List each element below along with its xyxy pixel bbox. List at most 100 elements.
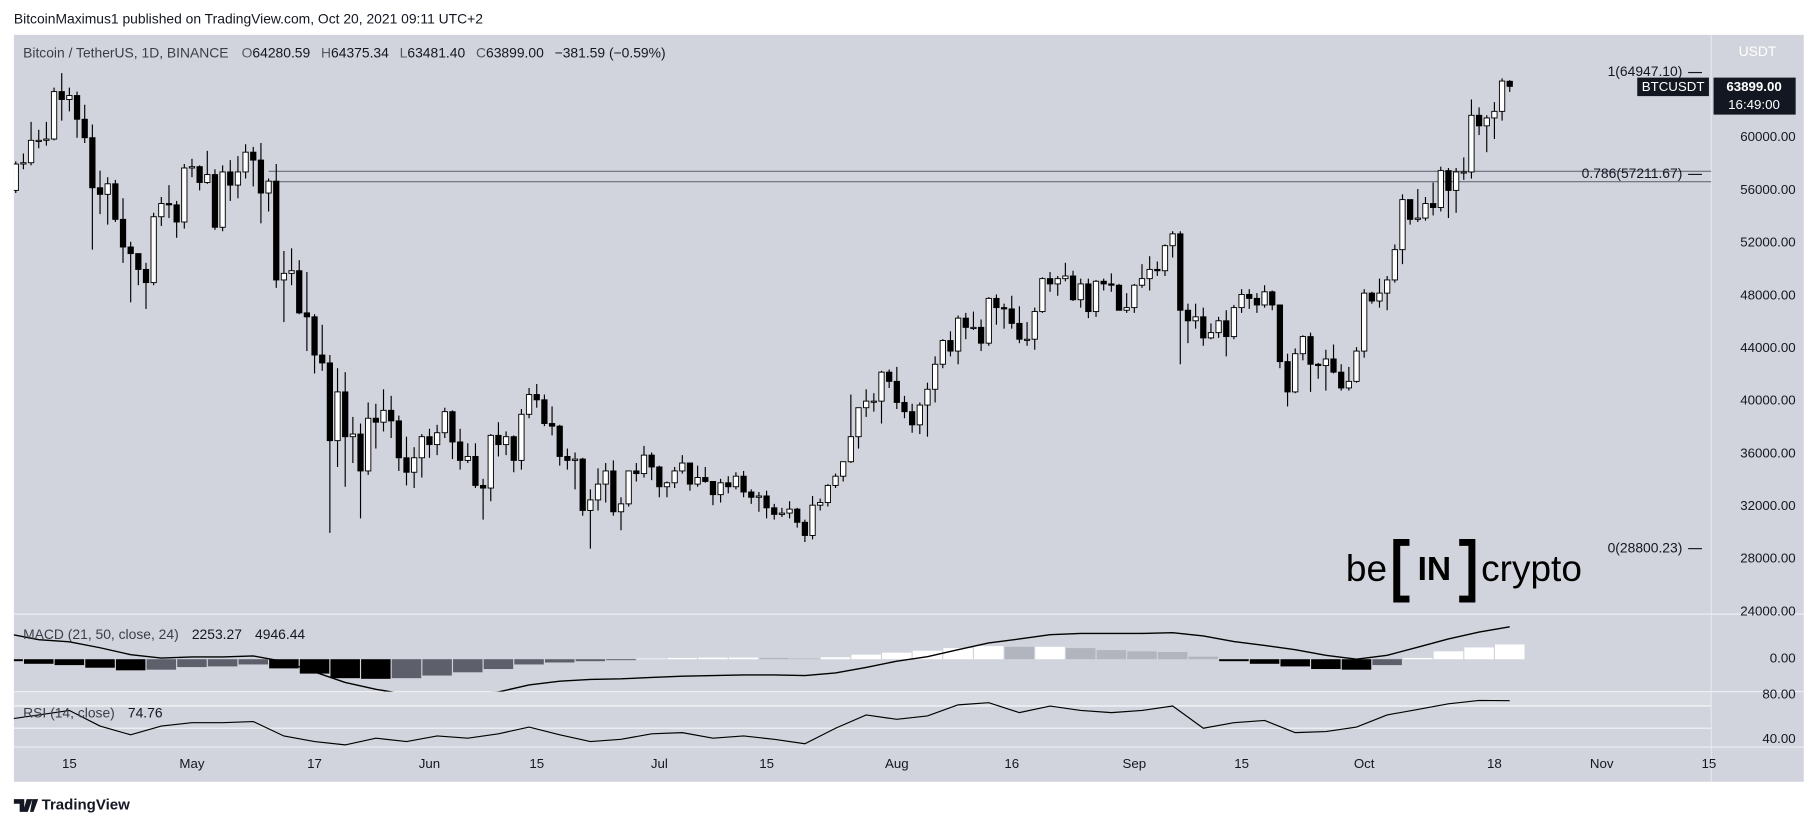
symbol-legend: Bitcoin / TetherUS, 1D, BINANCE O64280.5… [23, 44, 665, 60]
x-tick-label: Nov [1590, 756, 1614, 771]
candle-body [870, 400, 877, 403]
macd-histogram-bar [85, 659, 115, 668]
legend-value: 63899.00 [486, 44, 544, 60]
candle-body [740, 475, 747, 493]
candle-body [1468, 114, 1475, 173]
candle-body [1307, 336, 1314, 365]
x-tick-label: 18 [1487, 756, 1502, 771]
x-tick-label: 17 [307, 756, 322, 771]
candle-body [380, 409, 387, 423]
candle-body [1261, 291, 1268, 306]
candle-body [725, 482, 732, 488]
macd-histogram-bar [544, 659, 575, 663]
candle-body [840, 461, 847, 477]
macd-histogram-bar [728, 657, 759, 660]
candle-body [96, 187, 104, 195]
macd-histogram-bar [606, 659, 636, 661]
candle-body [656, 466, 663, 488]
candle-body [671, 470, 678, 484]
candle-body [1399, 199, 1406, 251]
y-tick-label: 44000.00 [1740, 340, 1795, 355]
symbol: Bitcoin / TetherUS, 1D, BINANCE [23, 44, 228, 60]
macd-histogram-bar [943, 648, 973, 660]
macd-histogram-bar [13, 659, 23, 662]
fib-label: 0.786(57211.67) [1582, 165, 1683, 181]
candle-body [1054, 278, 1061, 285]
macd-tick-label: 0.00 [1770, 651, 1796, 666]
candle-body [717, 482, 724, 496]
candle-body [319, 354, 326, 364]
candle-body [1414, 217, 1421, 220]
candle-body [43, 138, 50, 141]
candle-body [227, 171, 234, 186]
candle-body [1138, 278, 1146, 286]
candle-body [1008, 308, 1015, 324]
candle-body [127, 246, 134, 255]
candle-body [1491, 110, 1498, 119]
macd-histogram-bar [1188, 656, 1219, 660]
macd-histogram-bar [391, 659, 422, 679]
candle-body [1437, 170, 1444, 208]
candle-body [104, 183, 111, 195]
macd-histogram-bar [1219, 659, 1249, 662]
candle-body [939, 340, 946, 365]
candle-body [1046, 278, 1054, 285]
candle-body [1230, 307, 1238, 338]
y-tick-label: 60000.00 [1740, 129, 1795, 144]
candle-body [924, 388, 931, 406]
candle-body [403, 457, 410, 473]
candle-body [150, 216, 157, 284]
candle-body [204, 174, 211, 183]
macd-histogram-bar [636, 658, 667, 660]
rsi-tick-label: 40.00 [1762, 731, 1795, 746]
y-tick-label: 24000.00 [1740, 603, 1795, 618]
macd-histogram-bar [115, 659, 146, 671]
macd-histogram-bar [1249, 659, 1280, 664]
macd-histogram-bar [575, 659, 606, 662]
candle-body [211, 174, 219, 228]
candle-body [817, 502, 824, 506]
candle-body [1330, 358, 1337, 373]
candle-body [1407, 199, 1414, 220]
candle-body [1253, 297, 1261, 306]
candle-body [1322, 358, 1329, 367]
candle-body [142, 268, 150, 284]
candle-body [640, 454, 648, 475]
macd-histogram-bar [1341, 659, 1372, 670]
candle-body [464, 455, 471, 461]
candle-body [801, 521, 809, 536]
rsi-tick-label: 80.00 [1762, 686, 1795, 701]
candle-body [1146, 268, 1153, 280]
macd-histogram-bar [1065, 648, 1096, 660]
candle-body [418, 436, 425, 459]
candle-body [525, 394, 533, 415]
candle-body [411, 457, 418, 473]
macd-histogram-bar [1403, 657, 1433, 660]
candle-body [334, 391, 341, 442]
macd-histogram-bar [207, 659, 238, 667]
candle-body [1031, 311, 1038, 340]
candle-body [265, 180, 272, 194]
candle-body [809, 504, 816, 536]
candle-body [479, 484, 487, 489]
candle-body [296, 270, 303, 314]
price-unit: USDT [1739, 43, 1777, 59]
candle-body [1391, 249, 1398, 281]
candle-body [165, 203, 173, 206]
last-price: 63899.00 [1726, 79, 1781, 94]
x-tick-label: 15 [529, 756, 544, 771]
candle-body [1184, 309, 1192, 322]
candle-body [449, 411, 456, 443]
candle-body [1368, 292, 1375, 302]
legend-key: C [476, 44, 486, 60]
candle-body [250, 151, 257, 161]
candle-body [1284, 361, 1291, 393]
candle-body [847, 436, 854, 463]
y-tick-label: 52000.00 [1740, 235, 1795, 250]
candle-body [771, 507, 778, 515]
candle-body [510, 436, 517, 461]
rsi-pane [13, 691, 1712, 746]
candle-body [1353, 350, 1360, 382]
candle-body [732, 475, 740, 488]
